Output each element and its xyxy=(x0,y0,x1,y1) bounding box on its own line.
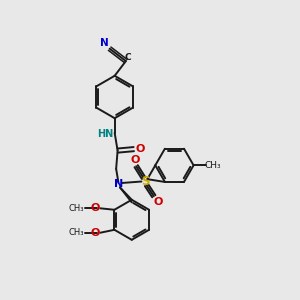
Text: O: O xyxy=(90,228,100,238)
Text: N: N xyxy=(100,38,109,48)
Text: CH₃: CH₃ xyxy=(68,228,84,237)
Text: HN: HN xyxy=(97,129,113,139)
Text: CH₃: CH₃ xyxy=(205,161,222,170)
Text: O: O xyxy=(130,155,140,165)
Text: O: O xyxy=(154,196,163,206)
Text: O: O xyxy=(135,144,144,154)
Text: S: S xyxy=(141,175,149,188)
Text: C: C xyxy=(124,53,130,62)
Text: N: N xyxy=(114,179,123,190)
Text: O: O xyxy=(90,203,100,213)
Text: CH₃: CH₃ xyxy=(68,204,84,213)
